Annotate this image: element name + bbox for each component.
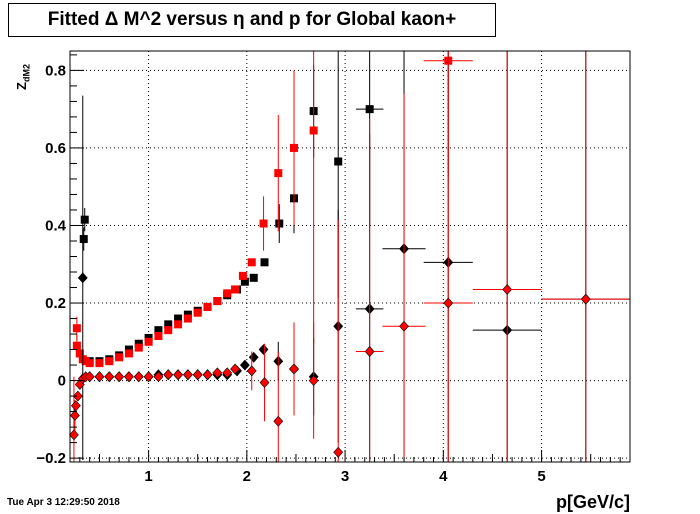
y-axis-label: ZdM2 (14, 50, 54, 90)
data-point (85, 359, 94, 368)
data-point (193, 308, 202, 317)
data-point (247, 258, 256, 267)
series-3 (69, 51, 630, 462)
x-tick-label: 2 (243, 468, 251, 485)
data-point (173, 369, 183, 381)
data-point (246, 365, 257, 377)
data-point (114, 371, 125, 383)
y-axis-label-main: Z (14, 82, 29, 90)
data-point (183, 314, 192, 323)
data-point (69, 429, 79, 441)
y-tick-label: 0.4 (45, 217, 67, 234)
data-point (134, 343, 143, 352)
data-point (72, 341, 81, 350)
data-point (365, 105, 374, 114)
data-point (333, 446, 344, 458)
data-point (259, 219, 268, 228)
data-point (174, 314, 183, 323)
data-point (275, 219, 284, 228)
data-point (202, 369, 213, 381)
data-point (164, 326, 173, 335)
plot-frame (69, 50, 631, 463)
data-point (72, 390, 83, 402)
data-point (289, 363, 299, 375)
data-point (94, 371, 105, 383)
data-point (124, 349, 133, 358)
grid-lines (70, 51, 630, 462)
data-point (274, 169, 283, 178)
data-point (399, 320, 409, 332)
chart-title: Fitted Δ M^2 versus η and p for Global k… (8, 3, 496, 37)
data-point (230, 363, 240, 375)
series-2 (77, 51, 630, 462)
axis-ticks: 1 2 3 4 5 −0.2 0 0.2 0.4 0.6 0.8 (36, 54, 631, 485)
data-point (308, 375, 319, 387)
data-point (163, 369, 174, 381)
data-point (248, 351, 259, 363)
x-axis-label: p[GeV/c] (555, 492, 630, 512)
data-point (443, 297, 454, 309)
x-tick-label: 3 (341, 468, 349, 485)
data-point (203, 302, 212, 311)
y-tick-label: 0 (58, 373, 66, 390)
data-point (104, 371, 115, 383)
timestamp: Tue Apr 3 12:29:50 2018 (7, 497, 120, 508)
data-point (240, 277, 249, 286)
data-point (154, 331, 163, 340)
data-point (164, 320, 173, 329)
y-tick-label: −0.2 (36, 450, 66, 467)
data-point (153, 371, 164, 383)
data-point (154, 326, 163, 335)
data-point (124, 371, 134, 383)
data-point (115, 353, 124, 362)
data-point (249, 273, 258, 282)
data-point (212, 367, 223, 379)
y-tick-label: 0.8 (45, 62, 66, 79)
series-1 (72, 51, 473, 368)
y-tick-label: 0.6 (45, 140, 66, 157)
data-point (75, 349, 84, 358)
data-point (238, 271, 247, 280)
data-point (222, 367, 233, 379)
data-point (309, 126, 318, 135)
y-axis-label-sub: dM2 (21, 64, 32, 83)
data-point (231, 285, 240, 294)
data-point (258, 344, 269, 356)
data-point (144, 337, 153, 346)
plot-border (69, 50, 631, 463)
data-point (95, 359, 104, 368)
data-point (239, 359, 250, 371)
data-point (580, 293, 591, 305)
data-point (77, 272, 88, 284)
data-point (84, 371, 95, 383)
data-point (290, 143, 298, 152)
data-point (70, 400, 81, 412)
x-tick-label: 4 (439, 468, 448, 485)
data-point (80, 215, 89, 224)
data-point (260, 258, 269, 267)
data-point (133, 371, 144, 383)
data-point (105, 357, 114, 366)
data-point (273, 415, 284, 427)
data-point (143, 371, 154, 383)
data-point (213, 297, 222, 306)
data-point (174, 320, 183, 329)
x-tick-label: 5 (537, 468, 545, 485)
data-point (192, 369, 203, 381)
data-point (259, 377, 270, 388)
x-tick-label: 1 (144, 468, 152, 485)
data-point (502, 284, 513, 295)
data-point (79, 235, 88, 244)
data-marks (69, 51, 630, 462)
data-point (182, 369, 193, 381)
data-point (223, 289, 232, 298)
data-point (364, 346, 375, 357)
data-point (70, 410, 80, 421)
data-point (72, 324, 81, 333)
data-point (334, 157, 343, 166)
y-tick-label: 0.2 (45, 295, 66, 312)
